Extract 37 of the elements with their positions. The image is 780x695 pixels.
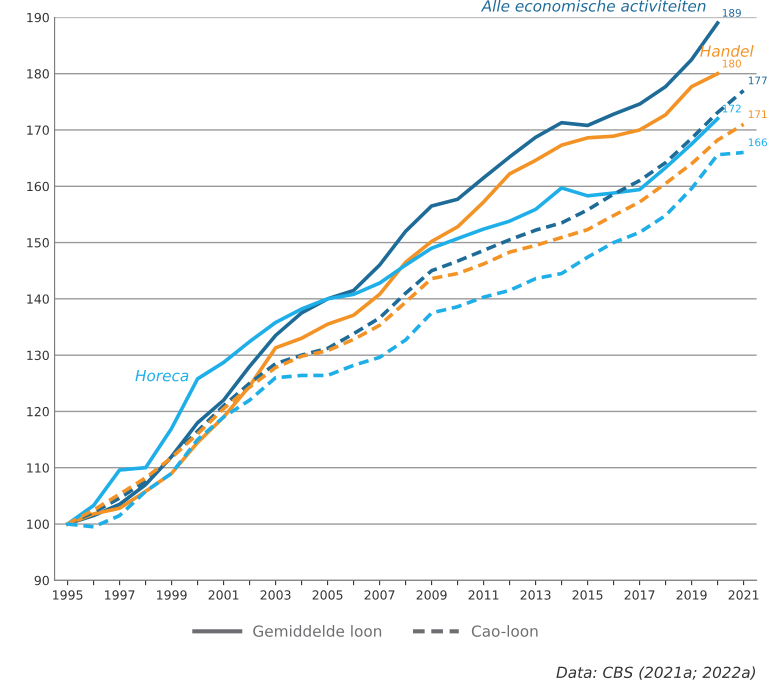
- y-tick-label: 150: [27, 238, 49, 248]
- y-tick-label: 120: [27, 406, 49, 416]
- y-tick-label: 170: [27, 125, 49, 135]
- x-tick-label: 2001: [208, 590, 238, 600]
- x-tick-label: 1999: [157, 590, 187, 600]
- x-tick-label: 2003: [260, 590, 291, 600]
- x-tick-label: 1997: [105, 590, 134, 600]
- y-tick-label: 90: [34, 576, 49, 586]
- text: Data: CBS (2021a; 2022a): [556, 666, 756, 680]
- y-tick-label: 130: [27, 350, 49, 360]
- x-tick-label: 2013: [520, 590, 551, 600]
- data-label: 171: [748, 110, 767, 118]
- x-tick-label: 1995: [53, 590, 82, 600]
- x-tick-label: 2021: [728, 590, 758, 600]
- x-tick-label: 2007: [364, 590, 394, 600]
- text: Cao-loon: [472, 625, 538, 637]
- data-label: 172: [722, 104, 741, 112]
- x-tick-label: 2009: [416, 590, 447, 600]
- y-tick-label: 110: [27, 463, 49, 473]
- y-tick-label: 180: [27, 69, 49, 79]
- data-label: 166: [748, 138, 767, 146]
- x-tick-label: 2019: [676, 590, 707, 600]
- x-tick-label: 2005: [312, 590, 342, 600]
- y-tick-label: 160: [27, 182, 49, 192]
- text: Gemiddelde loon: [253, 625, 382, 637]
- series-label: Horeca: [135, 370, 188, 382]
- x-tick-label: 2015: [572, 590, 602, 600]
- y-tick-label: 190: [27, 12, 49, 22]
- series-label: Alle economische activiteiten: [480, 0, 706, 12]
- data-label: 180: [722, 60, 741, 68]
- data-label: 189: [722, 8, 741, 17]
- x-tick-label: 2011: [468, 590, 498, 600]
- y-tick-label: 100: [27, 520, 49, 529]
- data-label: 177: [748, 76, 767, 84]
- x-tick-label: 2017: [624, 590, 654, 600]
- series-label: Handel: [700, 44, 754, 57]
- y-tick-label: 140: [27, 294, 49, 304]
